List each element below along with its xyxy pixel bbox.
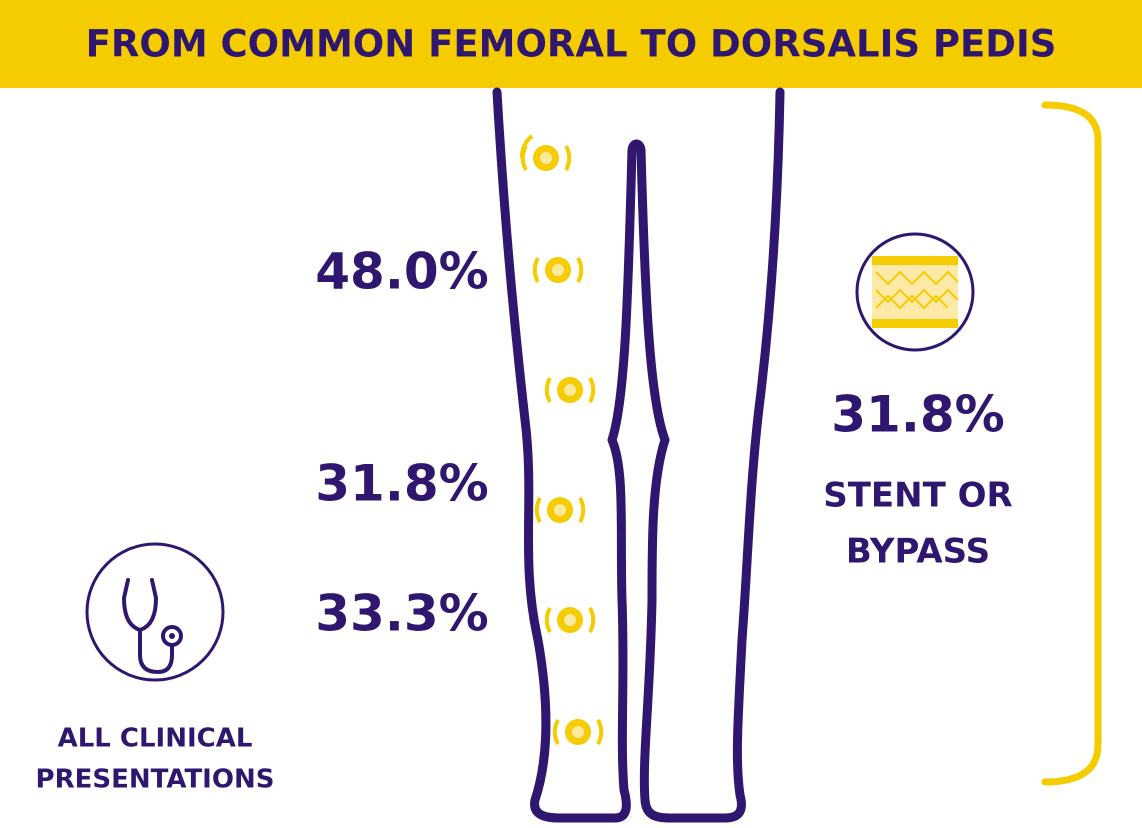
stethoscope-icon <box>85 542 225 682</box>
pulse-icon <box>544 377 596 403</box>
stat-label: 33.3% <box>315 585 488 643</box>
stat-label: 48.0% <box>315 243 488 301</box>
legs <box>492 87 785 823</box>
stat-label: 31.8% <box>315 455 488 513</box>
presentation-text: PRESENTATIONS <box>36 765 275 795</box>
intervention-value: 31.8% <box>831 386 1004 444</box>
intervention-text: STENT OR <box>823 476 1012 516</box>
stent-icon <box>855 232 975 352</box>
bracket <box>1041 101 1102 786</box>
leg-outline <box>492 87 785 823</box>
pulse-icons <box>519 134 604 745</box>
intervention-text: BYPASS <box>846 532 990 572</box>
pulse-icon <box>532 257 584 283</box>
presentation-text: ALL CLINICAL <box>58 724 253 754</box>
pulse-icon <box>552 719 604 745</box>
pulse-icon <box>519 134 572 171</box>
header-band <box>0 0 1142 88</box>
pulse-icon <box>534 497 586 523</box>
header-title: FROM COMMON FEMORAL TO DORSALIS PEDIS <box>86 23 1057 66</box>
pulse-icon <box>544 607 596 633</box>
